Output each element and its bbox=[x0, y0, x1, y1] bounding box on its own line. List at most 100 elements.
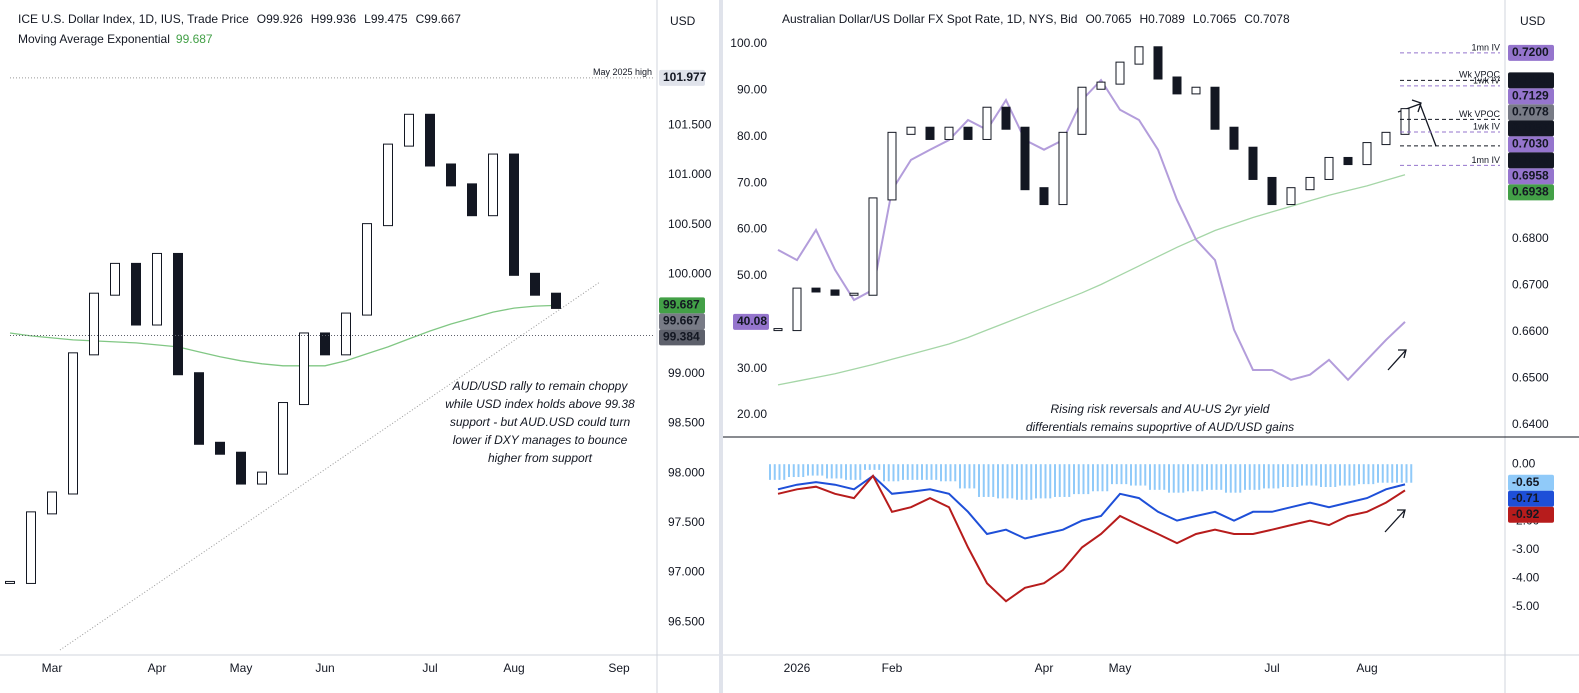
level-note: Wk VPOC bbox=[1459, 70, 1501, 80]
histogram-bar bbox=[1092, 464, 1094, 492]
price-tag-label: 0.7030 bbox=[1512, 137, 1549, 151]
histogram-bar bbox=[1163, 464, 1166, 490]
annotation: while USD index holds above 99.38 bbox=[445, 397, 635, 411]
histogram-bar bbox=[1381, 464, 1384, 483]
histogram-bar bbox=[1229, 464, 1232, 493]
histogram-bar bbox=[1258, 464, 1261, 490]
histogram-bar bbox=[807, 464, 809, 476]
price-tag bbox=[659, 313, 705, 330]
candle bbox=[925, 126, 935, 140]
histogram-bar bbox=[873, 464, 876, 470]
price-tag-label: 99.687 bbox=[663, 298, 700, 312]
histogram-bar bbox=[1130, 464, 1132, 486]
price-tag-label: 0.7129 bbox=[1512, 89, 1549, 103]
candle bbox=[383, 143, 393, 227]
candle bbox=[1153, 46, 1163, 80]
histogram-bar bbox=[1172, 464, 1175, 493]
arrow bbox=[1387, 349, 1407, 371]
histogram-bar bbox=[835, 464, 838, 479]
price-tag bbox=[1508, 120, 1554, 137]
histogram-bar bbox=[1272, 464, 1275, 489]
histogram-bar bbox=[897, 464, 900, 482]
histogram-bar bbox=[1191, 464, 1194, 492]
annotation: AUD/USD rally to remain choppy bbox=[452, 379, 629, 393]
histogram-bar bbox=[1386, 464, 1389, 483]
annotation: Rising risk reversals and AU-US 2yr yiel… bbox=[1051, 402, 1270, 416]
x-tick-label: 2026 bbox=[784, 661, 811, 675]
y-tick-label: 50.00 bbox=[737, 268, 767, 282]
candle bbox=[1381, 131, 1391, 146]
histogram-bar bbox=[902, 464, 904, 480]
histogram-bar bbox=[1296, 464, 1299, 487]
histogram-bar bbox=[1400, 464, 1403, 483]
y-tick-label: 98.000 bbox=[668, 465, 705, 479]
histogram-bar bbox=[916, 464, 919, 480]
histogram-bar bbox=[816, 464, 819, 476]
price-tag bbox=[1508, 88, 1554, 105]
histogram-bar bbox=[1405, 464, 1408, 483]
candle bbox=[551, 292, 561, 309]
price-tag-label: 99.384 bbox=[663, 330, 700, 344]
candle bbox=[1400, 108, 1410, 135]
price-tag-label: 0.7200 bbox=[1512, 45, 1549, 59]
histogram-bar bbox=[1201, 464, 1204, 492]
histogram-bar bbox=[1334, 464, 1337, 487]
histogram-bar bbox=[892, 464, 895, 482]
chart-title: Australian Dollar/US Dollar FX Spot Rate… bbox=[782, 12, 1290, 26]
arrow bbox=[1384, 509, 1406, 533]
price-tag-label: 0.7078 bbox=[1512, 105, 1549, 119]
ohlc: O0.7065 H0.7089 L0.7065 C0.7078 bbox=[1085, 12, 1290, 26]
histogram-bar bbox=[1206, 464, 1208, 490]
price-tag bbox=[659, 69, 705, 86]
ohlc-value: 0.7065 bbox=[1095, 12, 1132, 26]
unit: USD bbox=[670, 14, 696, 28]
ohlc-label: O bbox=[257, 12, 266, 26]
candle bbox=[773, 328, 783, 332]
histogram-bar bbox=[854, 464, 857, 480]
candle bbox=[173, 252, 183, 376]
candle bbox=[792, 287, 802, 332]
histogram-bar bbox=[1096, 464, 1099, 492]
histogram-bar bbox=[925, 464, 928, 480]
y-tick-label: 80.00 bbox=[737, 129, 767, 143]
y-tick-label: 100.500 bbox=[668, 217, 712, 231]
candle bbox=[257, 471, 267, 485]
histogram-bar bbox=[1054, 464, 1056, 497]
histogram-bar bbox=[778, 464, 781, 480]
candle bbox=[131, 262, 141, 326]
x-tick-label: May bbox=[230, 661, 253, 675]
histogram-bar bbox=[968, 464, 971, 489]
histogram-bar bbox=[1215, 464, 1218, 490]
ohlc: O99.926 H99.936 L99.475 C99.667 bbox=[257, 12, 462, 26]
histogram-bar bbox=[954, 464, 957, 482]
histogram-bar bbox=[963, 464, 966, 489]
price-tag-label: 101.977 bbox=[663, 70, 707, 84]
histogram-bar bbox=[921, 464, 923, 480]
x-tick-label: Sep bbox=[608, 661, 630, 675]
candle bbox=[68, 352, 78, 495]
histogram-bar bbox=[1362, 464, 1365, 485]
candle bbox=[26, 511, 36, 584]
candle bbox=[278, 402, 288, 475]
histogram-bar bbox=[821, 464, 824, 476]
histogram-bar bbox=[773, 464, 776, 480]
ohlc-label: L bbox=[1193, 12, 1200, 26]
histogram-bar bbox=[788, 464, 790, 478]
histogram-bar bbox=[1030, 464, 1033, 500]
candle bbox=[1362, 142, 1372, 166]
histogram-bar bbox=[840, 464, 843, 479]
x-tick-label: Apr bbox=[1035, 661, 1054, 675]
histogram-bar bbox=[911, 464, 914, 480]
candle bbox=[509, 153, 519, 276]
histogram-bar bbox=[987, 464, 990, 497]
candle bbox=[1286, 187, 1296, 206]
histogram-bar bbox=[1339, 464, 1341, 486]
histogram-bar bbox=[1310, 464, 1313, 486]
candle bbox=[1172, 76, 1182, 95]
x-tick-label: May bbox=[1109, 661, 1132, 675]
ema-line bbox=[9, 304, 557, 367]
candle bbox=[446, 163, 456, 187]
title: ICE U.S. Dollar Index, 1D, IUS, Trade Pr… bbox=[18, 12, 249, 26]
histogram-bar bbox=[1115, 464, 1118, 485]
